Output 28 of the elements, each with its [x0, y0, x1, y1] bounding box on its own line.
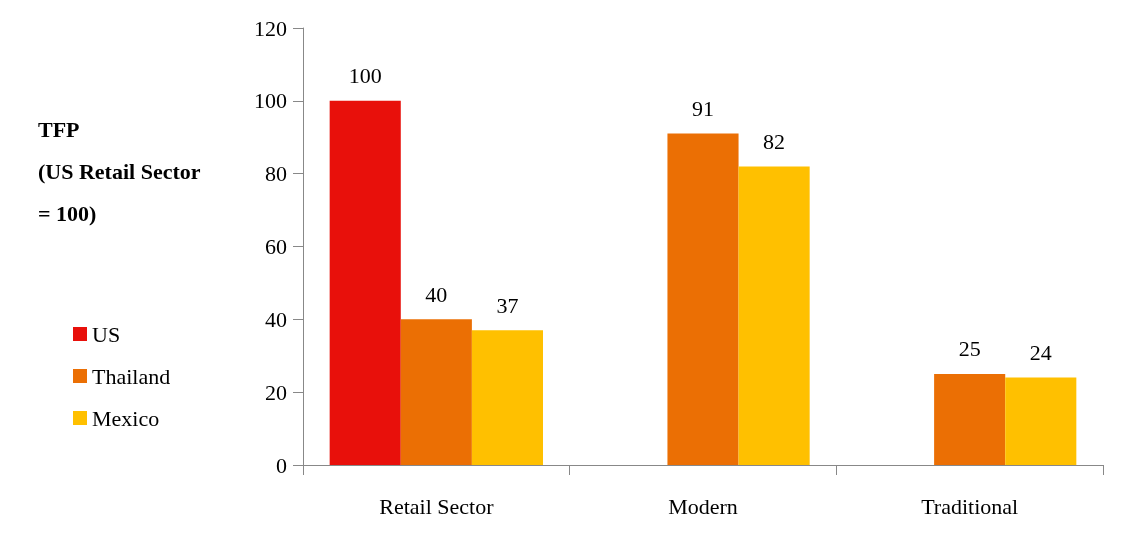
- bar: [1005, 377, 1077, 465]
- y-tick-label: 0: [276, 452, 287, 478]
- y-tick-label: 100: [254, 88, 287, 114]
- x-tick-label: Modern: [668, 493, 738, 519]
- bar: [667, 133, 739, 465]
- data-label: 100: [348, 63, 382, 89]
- data-label: 82: [763, 128, 786, 154]
- y-tick-label: 60: [265, 234, 287, 259]
- y-tick-label: 20: [265, 379, 287, 405]
- legend-label: Mexico: [92, 405, 160, 431]
- legend-label: Thailand: [92, 363, 171, 389]
- bar: [934, 373, 1006, 465]
- y-tick-label: 40: [265, 306, 287, 332]
- data-label: 25: [958, 336, 981, 362]
- y-axis-title: TFP (US Retail Sector = 100): [38, 116, 201, 226]
- x-tick-label: Retail Sector: [379, 493, 495, 519]
- bar: [329, 100, 401, 465]
- bar: [738, 166, 810, 465]
- x-tick-label: Traditional: [921, 493, 1019, 519]
- bar: [400, 319, 472, 465]
- y-tick-label: 80: [265, 161, 287, 187]
- data-label: 37: [496, 292, 519, 318]
- legend-label: US: [92, 321, 121, 347]
- data-label: 40: [425, 281, 448, 307]
- y-tick-label: 120: [254, 15, 287, 41]
- bar: [471, 330, 543, 465]
- data-label: 91: [692, 96, 714, 122]
- data-label: 24: [1029, 340, 1052, 366]
